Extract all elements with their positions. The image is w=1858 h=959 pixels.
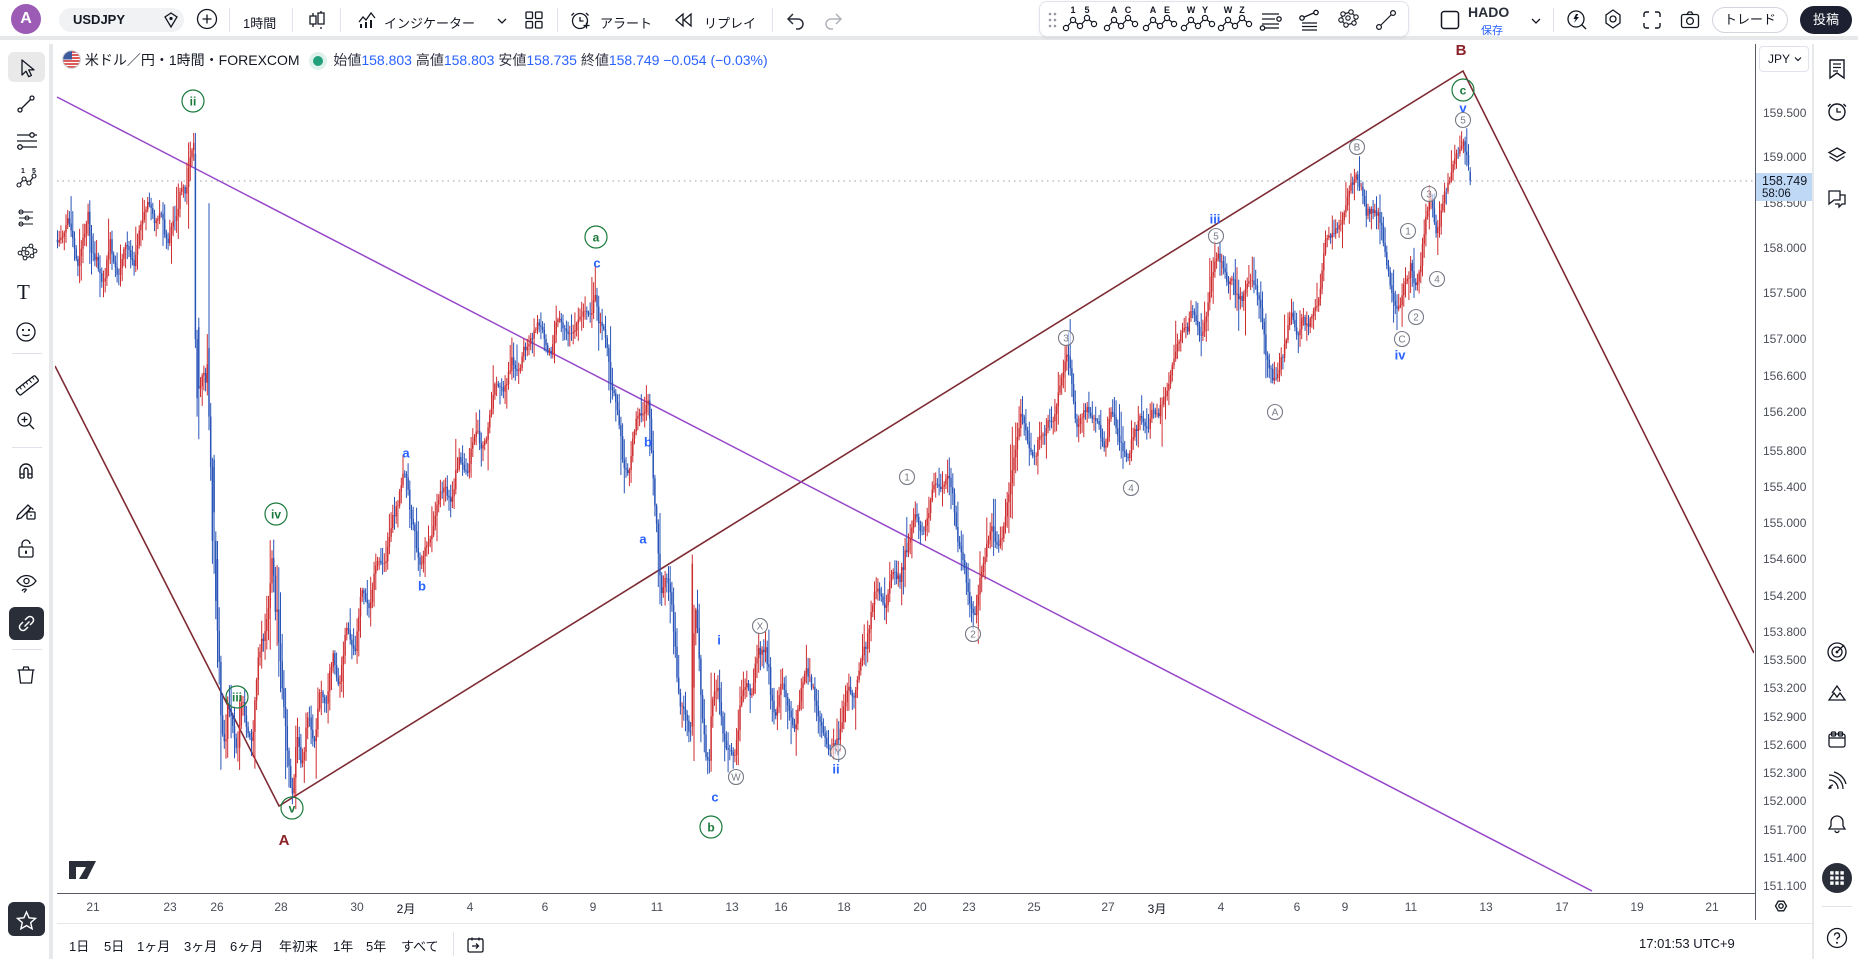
svg-text:W: W (731, 773, 741, 784)
svg-text:4: 4 (1128, 484, 1134, 495)
svg-text:3: 3 (1426, 190, 1432, 201)
svg-text:ii: ii (190, 94, 197, 108)
svg-text:v: v (1459, 101, 1467, 116)
svg-text:iv: iv (1395, 348, 1407, 363)
svg-text:5: 5 (32, 168, 36, 175)
svg-text:i: i (717, 633, 721, 648)
svg-text:Y: Y (1202, 6, 1208, 15)
svg-text:iii: iii (1210, 212, 1221, 227)
svg-text:Z: Z (1239, 6, 1245, 15)
svg-text:b: b (644, 435, 652, 450)
svg-text:ii: ii (832, 762, 839, 777)
svg-text:A: A (1272, 408, 1279, 419)
svg-text:5: 5 (1084, 6, 1089, 15)
svg-text:C: C (1398, 335, 1405, 346)
svg-text:B: B (1456, 42, 1467, 59)
svg-text:a: a (593, 230, 600, 244)
svg-text:v: v (289, 801, 296, 815)
svg-text:X: X (757, 622, 764, 633)
svg-text:A: A (1150, 6, 1157, 15)
svg-text:W: W (1224, 6, 1233, 15)
svg-text:2: 2 (970, 630, 976, 641)
svg-text:2: 2 (1413, 313, 1419, 324)
svg-text:1: 1 (1070, 6, 1075, 15)
svg-text:A: A (1111, 6, 1118, 15)
svg-text:b: b (707, 820, 714, 834)
svg-text:Y: Y (835, 748, 842, 759)
svg-text:c: c (711, 790, 718, 805)
svg-text:5: 5 (1213, 232, 1219, 243)
svg-text:A: A (279, 832, 290, 849)
svg-text:W: W (1187, 6, 1196, 15)
svg-text:a: a (639, 532, 647, 547)
svg-text:1: 1 (21, 168, 25, 175)
svg-text:B: B (1354, 143, 1361, 154)
svg-text:4: 4 (1434, 275, 1440, 286)
svg-text:iii: iii (232, 690, 242, 704)
svg-text:1: 1 (904, 473, 910, 484)
svg-text:5: 5 (1460, 116, 1466, 127)
svg-text:c: c (593, 256, 600, 271)
svg-text:b: b (418, 579, 426, 594)
svg-text:C: C (1125, 6, 1132, 15)
svg-text:3: 3 (1063, 334, 1069, 345)
svg-text:c: c (1460, 83, 1467, 97)
svg-text:E: E (1164, 6, 1170, 15)
svg-text:a: a (402, 446, 410, 461)
svg-text:iv: iv (271, 507, 281, 521)
svg-text:1: 1 (1405, 227, 1411, 238)
